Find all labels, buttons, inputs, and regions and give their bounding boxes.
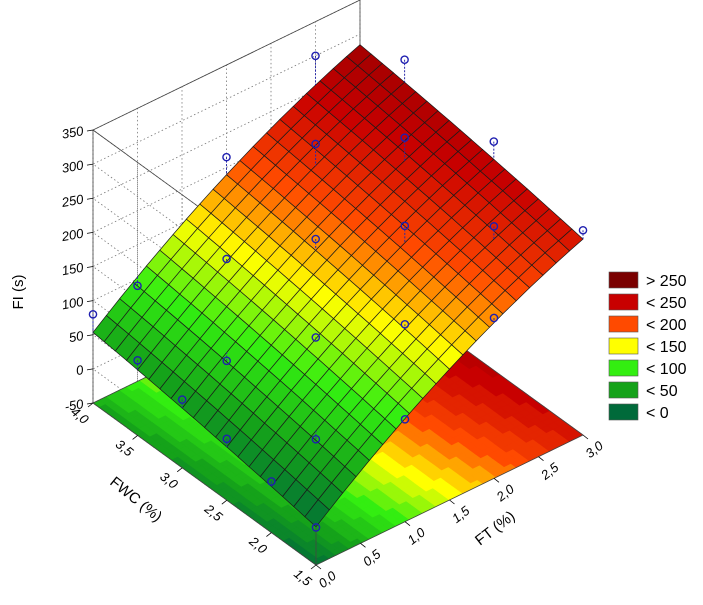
response-surface	[92, 44, 584, 528]
z-tick-mark	[86, 402, 94, 405]
observed-point	[311, 139, 320, 149]
x-tick-mark	[582, 434, 589, 440]
observed-point	[311, 51, 320, 61]
x-tick-mark	[538, 456, 544, 461]
y-tick-mark	[266, 532, 272, 537]
x-tick-label: 0,5	[360, 546, 384, 569]
y-tick-mark	[221, 499, 228, 505]
x-tick-label: 3,0	[582, 438, 606, 461]
y-tick-label: 3,0	[157, 469, 181, 493]
observed-point	[400, 133, 410, 142]
observed-point	[222, 434, 232, 444]
x-tick-mark	[360, 543, 366, 548]
y-tick-label: 1,5	[291, 566, 315, 590]
legend-label: < 150	[646, 339, 687, 356]
x-tick-mark	[315, 564, 322, 570]
y-axis-title: FWC (%)	[107, 473, 166, 525]
z-tick-label: 150	[61, 260, 86, 279]
legend-swatch	[608, 359, 639, 377]
legend: > 250 < 250 < 200 < 150 < 100 < 50 < 0	[608, 271, 687, 422]
observed-point	[311, 333, 321, 342]
observed-point	[489, 222, 499, 231]
z-tick-mark	[86, 129, 94, 132]
legend-swatch	[608, 337, 639, 355]
legend-swatch	[608, 315, 639, 333]
x-tick-label: 1,0	[404, 524, 428, 547]
y-tick-label: 3,5	[113, 436, 137, 460]
observed-point	[177, 395, 187, 404]
frame-edge	[92, 402, 317, 566]
z-tick-mark	[86, 334, 94, 337]
z-tick-mark	[86, 197, 94, 200]
observed-point	[578, 225, 588, 235]
z-tick-label: 350	[61, 123, 86, 142]
z-axis-title: FI (s)	[10, 275, 27, 310]
legend-label: < 250	[646, 295, 687, 312]
z-tick-label: 0	[75, 362, 85, 378]
legend-label: < 50	[646, 383, 678, 400]
x-tick-label: 2,5	[537, 459, 562, 483]
observed-point	[400, 55, 409, 65]
z-tick-label: 100	[61, 294, 86, 313]
legend-label: < 200	[646, 317, 687, 334]
observed-point	[400, 319, 410, 329]
z-tick-mark	[86, 300, 94, 303]
x-tick-mark	[493, 478, 500, 483]
legend-swatch	[608, 293, 639, 311]
x-tick-mark	[449, 499, 455, 505]
legend-swatch	[608, 271, 639, 289]
observed-point	[222, 356, 231, 366]
z-tick-mark	[86, 266, 94, 268]
legend-label: < 0	[646, 405, 669, 422]
y-tick-mark	[87, 402, 94, 408]
frame-edge	[92, 0, 361, 131]
z-tick-mark	[86, 163, 94, 166]
z-tick-label: -50	[63, 396, 85, 414]
z-tick-mark	[86, 368, 94, 371]
observed-point	[400, 414, 410, 424]
observed-point	[311, 234, 321, 244]
z-tick-label: 250	[60, 191, 86, 210]
observed-point	[489, 137, 499, 146]
x-axis-title: FT (%)	[472, 508, 518, 549]
observed-point	[311, 523, 321, 532]
observed-points	[88, 51, 588, 532]
y-tick-mark	[132, 435, 138, 440]
y-tick-mark	[310, 564, 317, 570]
z-tick-label: 200	[60, 225, 86, 244]
y-tick-mark	[176, 467, 183, 473]
observed-point	[267, 477, 276, 486]
x-tick-label: 2,0	[493, 481, 518, 505]
legend-swatch	[608, 403, 639, 421]
z-axis-ticks: -50 0 50 100 150 200 250 300 350	[60, 123, 94, 414]
surface-cell	[557, 228, 584, 252]
observed-point	[133, 356, 142, 365]
z-tick-mark	[86, 231, 94, 234]
z-tick-label: 300	[61, 157, 86, 176]
observed-point	[311, 434, 321, 444]
legend-label: > 250	[646, 273, 687, 290]
observed-point	[88, 309, 98, 319]
observed-point	[489, 313, 499, 323]
observed-point	[400, 221, 410, 231]
x-tick-label: 1,5	[449, 503, 473, 526]
observed-point	[222, 254, 231, 264]
observed-point	[222, 152, 231, 162]
legend-swatch	[608, 381, 639, 399]
observed-point	[133, 281, 142, 291]
z-tick-label: 50	[68, 328, 86, 345]
legend-label: < 100	[646, 361, 687, 378]
x-tick-mark	[404, 521, 411, 526]
x-tick-label: 0,0	[315, 568, 339, 591]
